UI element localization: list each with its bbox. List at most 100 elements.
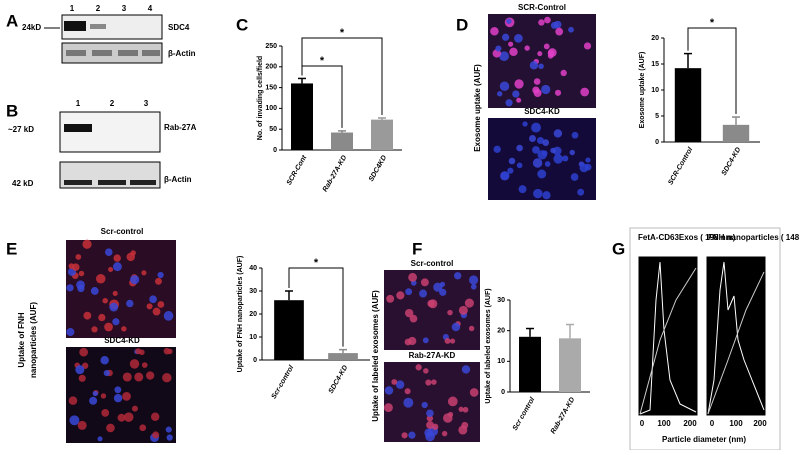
panel-label: G <box>612 239 625 258</box>
y-tick-label: 5 <box>655 113 659 120</box>
cell <box>101 409 110 417</box>
cell <box>512 90 520 98</box>
cell <box>439 288 447 296</box>
cell <box>157 271 164 279</box>
y-tick-label: 0 <box>253 357 257 364</box>
bar <box>674 68 702 142</box>
cell <box>121 326 127 332</box>
cell <box>444 337 451 344</box>
cell <box>462 406 469 413</box>
cell <box>439 281 446 287</box>
cell <box>113 254 121 262</box>
cell <box>569 149 575 156</box>
cell <box>553 129 563 138</box>
band-label: β-Actin <box>168 49 196 58</box>
cell <box>68 396 78 405</box>
image-title: Scr-control <box>411 259 454 268</box>
cell <box>66 284 74 292</box>
cell <box>404 388 411 395</box>
cell <box>134 372 144 382</box>
x-tick-label: Scr control <box>512 396 537 432</box>
cell <box>501 171 510 180</box>
bar <box>371 119 393 150</box>
cell <box>408 272 418 282</box>
x-tick-label: Rab-27A-KD <box>550 396 576 435</box>
cell <box>532 158 543 168</box>
cell <box>464 298 474 308</box>
x-axis-label: Particle diameter (nm) <box>662 435 746 444</box>
x-tick-label: 200 <box>683 419 697 428</box>
cell <box>129 359 140 369</box>
y-tick-label: 20 <box>651 35 659 42</box>
y-tick-label: 10 <box>651 87 659 94</box>
cell <box>499 81 510 91</box>
x-tick-label: SDC4-KD <box>721 146 743 176</box>
bar <box>291 83 313 150</box>
cell <box>152 431 160 439</box>
bar <box>559 338 581 392</box>
cell <box>538 19 545 26</box>
cell <box>131 405 138 412</box>
significance-label: * <box>710 17 715 29</box>
lane-label: 4 <box>148 4 153 13</box>
cell <box>420 278 429 287</box>
band-label: β-Actin <box>164 175 192 184</box>
cell <box>396 291 405 300</box>
cell <box>123 412 134 422</box>
x-tick-label: SCR-Cont <box>286 154 309 187</box>
plot-title: FetA-CD63Exos ( 198 nm) <box>638 233 736 242</box>
cell <box>75 254 82 260</box>
cell <box>501 33 510 41</box>
cell <box>150 412 160 421</box>
cell <box>427 299 435 308</box>
x-tick-label: SDC4KD <box>368 154 388 182</box>
cell <box>568 26 574 33</box>
cell <box>98 313 106 322</box>
cell <box>533 188 543 199</box>
y-tick-label: 20 <box>249 311 257 318</box>
cell <box>529 135 536 142</box>
cell <box>78 270 85 277</box>
cell <box>163 311 174 321</box>
cell <box>449 338 456 344</box>
cell <box>106 423 115 433</box>
cell <box>432 423 439 430</box>
cell <box>149 295 157 304</box>
significance-bracket <box>288 267 344 347</box>
cell <box>508 157 516 165</box>
cell <box>577 188 585 196</box>
cell <box>126 299 134 308</box>
cell <box>531 122 541 133</box>
cell <box>114 386 122 394</box>
x-tick-label: 100 <box>657 419 671 428</box>
cell <box>468 325 475 332</box>
x-tick-label: 0 <box>640 419 645 428</box>
bar <box>331 132 353 150</box>
cell <box>72 263 80 271</box>
cell <box>112 262 122 272</box>
cell <box>426 421 434 429</box>
lane-label: 1 <box>76 99 81 108</box>
cell <box>447 396 458 407</box>
plot-title: FNH nanoparticles ( 148 nm) <box>708 233 800 242</box>
cell <box>83 311 92 320</box>
cell <box>90 287 99 295</box>
y-axis-label: Uptake of labeled exosomes (AUF) <box>485 288 492 403</box>
cell <box>112 318 120 326</box>
cell <box>104 248 113 256</box>
band <box>64 124 92 132</box>
y-tick-label: 50 <box>269 126 277 133</box>
cell <box>152 307 161 316</box>
marker: 42 kD <box>12 179 34 188</box>
cell <box>524 45 530 51</box>
band <box>90 24 106 29</box>
image-title: SDC4-KD <box>104 336 140 345</box>
significance-bracket <box>687 27 737 115</box>
y-tick-label: 100 <box>265 105 277 112</box>
cell <box>419 289 428 298</box>
cell <box>391 379 398 385</box>
significance-bracket <box>301 37 383 115</box>
cell <box>529 61 539 70</box>
cell <box>112 290 118 296</box>
